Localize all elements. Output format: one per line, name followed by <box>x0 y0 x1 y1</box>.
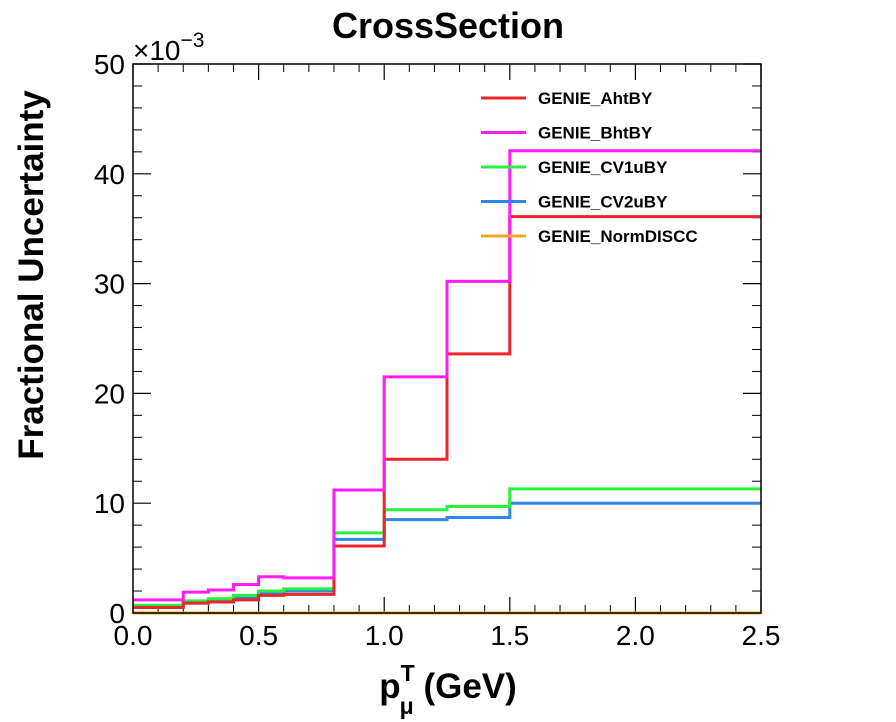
x-axis-label-base: p <box>379 667 400 706</box>
legend: GENIE_AhtBY GENIE_BhtBY GENIE_CV1uBY GENIE_… <box>481 89 698 246</box>
series-line-genie-cv1uby <box>133 487 761 607</box>
x-tick-label: 2.0 <box>616 620 655 651</box>
series-line-genie-ahtby <box>133 215 761 610</box>
plot-frame <box>132 63 762 614</box>
x-axis-label-sup: T <box>401 660 415 686</box>
x-axis-label-unit: (GeV) <box>414 667 517 706</box>
series-lines <box>133 149 761 615</box>
legend-entry: GENIE_CV1uBY <box>538 158 668 177</box>
svg-text:pTμ (GeV): pT μ (GeV) <box>379 660 517 719</box>
y-tick-label: 20 <box>94 378 125 409</box>
y-tick-label: 0 <box>109 598 125 629</box>
y-tick-label: 50 <box>94 49 125 80</box>
exponent-base: ×10 <box>133 35 181 66</box>
y-tick-label: 30 <box>94 269 125 300</box>
x-tick-label: 1.0 <box>365 620 404 651</box>
x-tick-label: 2.5 <box>742 620 781 651</box>
x-axis-label-sub: μ <box>400 693 414 719</box>
x-tick-label: 0.0 <box>114 620 153 651</box>
x-tick-label: 1.5 <box>490 620 529 651</box>
x-axis-label: pT μ (GeV) <box>379 660 517 719</box>
y-tick-label: 40 <box>94 159 125 190</box>
legend-entry: GENIE_AhtBY <box>538 89 653 108</box>
legend-entry: GENIE_NormDISCC <box>538 227 698 246</box>
y-tick-label: 10 <box>94 488 125 519</box>
series-line-genie-bhtby <box>133 149 761 602</box>
axis-tick-labels: 0.0 0.5 1.0 1.5 2.0 2.5 0 10 20 30 40 50 <box>94 49 781 651</box>
y-axis-label: Fractional Uncertainty <box>12 90 51 460</box>
exponent-power: −3 <box>181 29 205 52</box>
legend-entry: GENIE_CV2uBY <box>538 193 668 212</box>
y-axis-exponent: ×10−3 <box>133 29 204 66</box>
chart-title: CrossSection <box>332 5 564 46</box>
legend-entry: GENIE_BhtBY <box>538 124 653 143</box>
x-tick-label: 0.5 <box>239 620 278 651</box>
svg-text:×10−3: ×10−3 <box>133 29 204 66</box>
